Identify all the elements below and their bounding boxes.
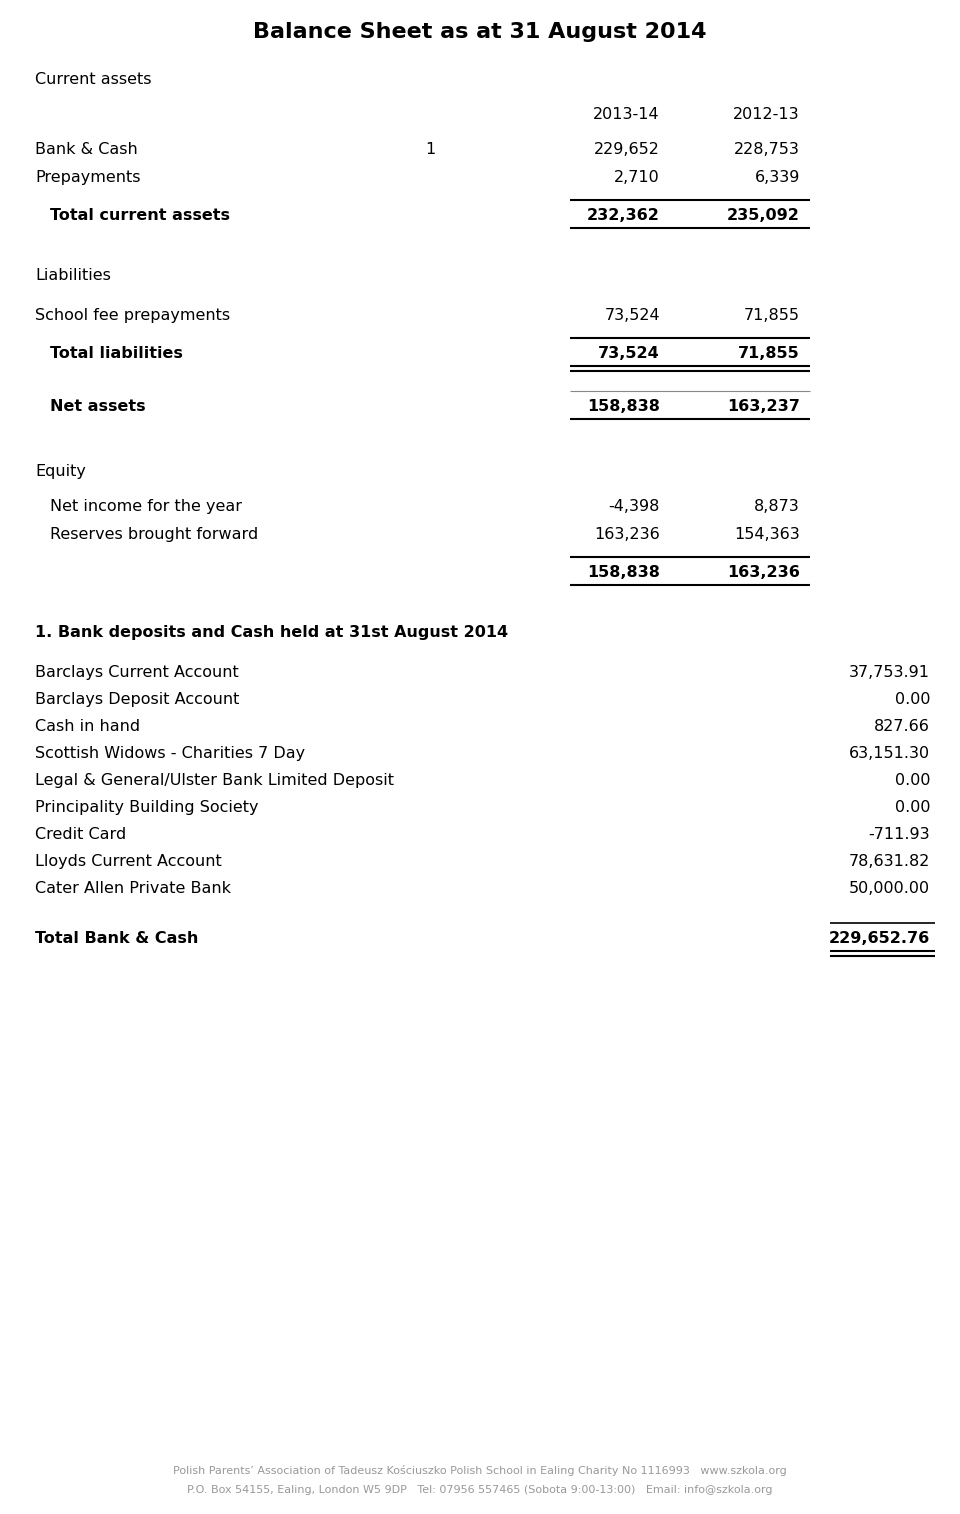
Text: 827.66: 827.66 <box>875 719 930 734</box>
Text: 71,855: 71,855 <box>738 347 800 360</box>
Text: P.O. Box 54155, Ealing, London W5 9DP   Tel: 07956 557465 (Sobota 9:00-13:00)   : P.O. Box 54155, Ealing, London W5 9DP Te… <box>187 1485 773 1494</box>
Text: 0.00: 0.00 <box>895 692 930 707</box>
Text: Barclays Deposit Account: Barclays Deposit Account <box>35 692 239 707</box>
Text: School fee prepayments: School fee prepayments <box>35 307 230 322</box>
Text: -4,398: -4,398 <box>609 500 660 513</box>
Text: 37,753.91: 37,753.91 <box>849 665 930 680</box>
Text: 163,236: 163,236 <box>594 527 660 542</box>
Text: 163,236: 163,236 <box>727 565 800 580</box>
Text: Legal & General/Ulster Bank Limited Deposit: Legal & General/Ulster Bank Limited Depo… <box>35 774 394 787</box>
Text: Barclays Current Account: Barclays Current Account <box>35 665 239 680</box>
Text: Reserves brought forward: Reserves brought forward <box>50 527 258 542</box>
Text: Total liabilities: Total liabilities <box>50 347 182 360</box>
Text: 235,092: 235,092 <box>727 207 800 223</box>
Text: Liabilities: Liabilities <box>35 268 110 283</box>
Text: 0.00: 0.00 <box>895 799 930 815</box>
Text: Net income for the year: Net income for the year <box>50 500 242 513</box>
Text: Equity: Equity <box>35 463 85 478</box>
Text: 50,000.00: 50,000.00 <box>849 881 930 896</box>
Text: 78,631.82: 78,631.82 <box>849 854 930 869</box>
Text: Net assets: Net assets <box>50 400 146 413</box>
Text: 229,652: 229,652 <box>594 142 660 157</box>
Text: 232,362: 232,362 <box>588 207 660 223</box>
Text: Prepayments: Prepayments <box>35 170 140 185</box>
Text: 154,363: 154,363 <box>734 527 800 542</box>
Text: -711.93: -711.93 <box>869 827 930 842</box>
Text: 1: 1 <box>425 142 435 157</box>
Text: Total Bank & Cash: Total Bank & Cash <box>35 931 199 946</box>
Text: 8,873: 8,873 <box>755 500 800 513</box>
Text: 71,855: 71,855 <box>744 307 800 322</box>
Text: 2013-14: 2013-14 <box>593 107 660 123</box>
Text: 158,838: 158,838 <box>588 400 660 413</box>
Text: 2,710: 2,710 <box>614 170 660 185</box>
Text: 2012-13: 2012-13 <box>733 107 800 123</box>
Text: Balance Sheet as at 31 August 2014: Balance Sheet as at 31 August 2014 <box>253 23 707 42</box>
Text: 73,524: 73,524 <box>605 307 660 322</box>
Text: Credit Card: Credit Card <box>35 827 127 842</box>
Text: Cater Allen Private Bank: Cater Allen Private Bank <box>35 881 231 896</box>
Text: 73,524: 73,524 <box>598 347 660 360</box>
Text: Lloyds Current Account: Lloyds Current Account <box>35 854 222 869</box>
Text: 163,237: 163,237 <box>727 400 800 413</box>
Text: Scottish Widows - Charities 7 Day: Scottish Widows - Charities 7 Day <box>35 746 305 762</box>
Text: 228,753: 228,753 <box>734 142 800 157</box>
Text: 229,652.76: 229,652.76 <box>828 931 930 946</box>
Text: 6,339: 6,339 <box>755 170 800 185</box>
Text: 0.00: 0.00 <box>895 774 930 787</box>
Text: Current assets: Current assets <box>35 73 152 86</box>
Text: 63,151.30: 63,151.30 <box>849 746 930 762</box>
Text: 1. Bank deposits and Cash held at 31st August 2014: 1. Bank deposits and Cash held at 31st A… <box>35 625 508 640</box>
Text: Bank & Cash: Bank & Cash <box>35 142 137 157</box>
Text: Total current assets: Total current assets <box>50 207 230 223</box>
Text: Polish Parents’ Association of Tadeusz Kościuszko Polish School in Ealing Charit: Polish Parents’ Association of Tadeusz K… <box>173 1466 787 1476</box>
Text: Cash in hand: Cash in hand <box>35 719 140 734</box>
Text: Principality Building Society: Principality Building Society <box>35 799 258 815</box>
Text: 158,838: 158,838 <box>588 565 660 580</box>
